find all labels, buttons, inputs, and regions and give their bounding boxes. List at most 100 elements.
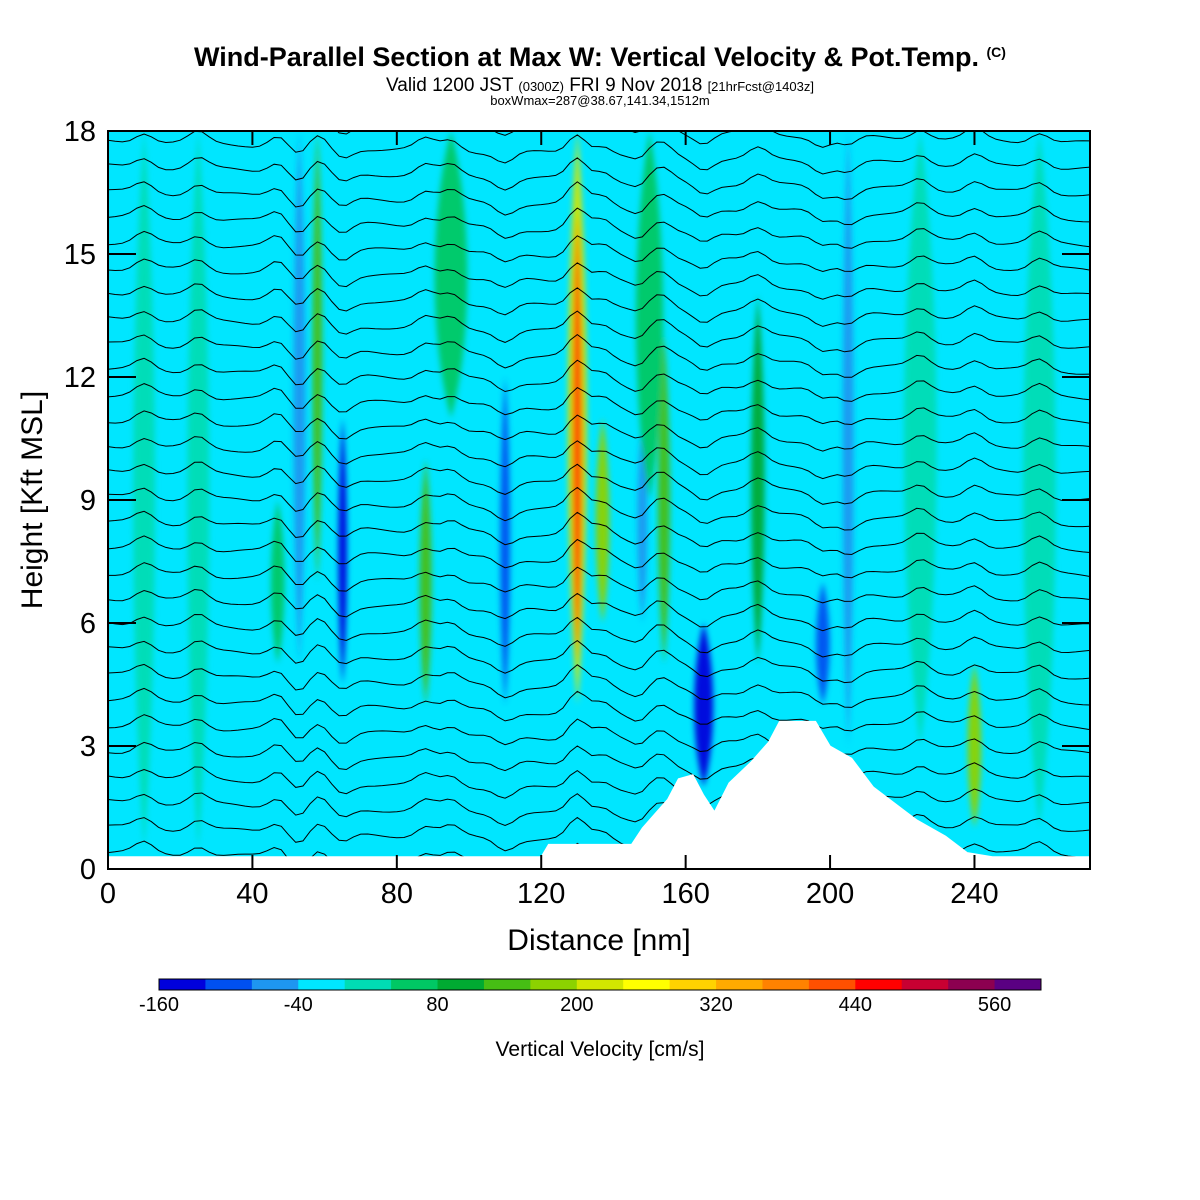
velocity-cell (595, 418, 610, 623)
colorbar-segment (669, 979, 717, 990)
isentrope-line (108, 283, 1090, 327)
colorbar-tick-label: -160 (138, 994, 180, 1016)
x-tick-label: 40 (236, 878, 268, 910)
chart-title: Wind-Parallel Section at Max W: Vertical… (0, 42, 1200, 73)
velocity-cell (572, 213, 583, 664)
isentrope-line (108, 204, 1090, 249)
colorbar-segment (344, 979, 392, 990)
velocity-cell (967, 664, 982, 828)
colorbar-tick-label: 440 (838, 994, 872, 1016)
colorbar-tick-label: 560 (977, 994, 1012, 1016)
plot-clip-group (108, 131, 1090, 869)
y-tick-label: 12 (64, 362, 96, 394)
valid-date: FRI 9 Nov 2018 (569, 75, 703, 96)
velocity-cell (293, 131, 306, 664)
isentrope-line (108, 639, 1090, 684)
colorbar-segment (205, 979, 253, 990)
isentrope-line (108, 333, 1090, 378)
velocity-cell (904, 131, 937, 746)
velocity-cell (419, 459, 432, 705)
utc-time: (0300Z) (518, 79, 564, 94)
y-tick-label: 9 (80, 485, 96, 517)
chart-subtitle: Valid 1200 JST (0300Z) FRI 9 Nov 2018 [2… (0, 75, 1200, 97)
isentrope-line (108, 230, 1090, 273)
isentrope-line (108, 613, 1090, 658)
y-tick-label: 3 (80, 731, 96, 763)
colorbar-frame (158, 978, 1042, 991)
colorbar-title: Vertical Velocity [cm/s] (495, 1038, 705, 1061)
isentrope-line (108, 741, 1090, 784)
velocity-cell (133, 131, 155, 849)
velocity-cell (338, 418, 348, 685)
isentrope-line (108, 714, 1090, 756)
isentrope-line (108, 309, 1090, 353)
velocity-cell (637, 418, 648, 623)
velocity-cell (751, 295, 765, 664)
isentrope-line (108, 510, 1090, 556)
isentrope-line (108, 663, 1090, 708)
isentrope-line (108, 383, 1090, 426)
isentrope-line (108, 588, 1090, 632)
isentrope-line (108, 687, 1090, 732)
x-tick-label: 200 (806, 878, 854, 910)
isentrope-line (108, 562, 1090, 604)
isentrope-line (108, 181, 1090, 226)
colorbar-segment (994, 979, 1042, 990)
forecast-info: [21hrFcst@1403z] (707, 79, 814, 94)
colorbar-tick-label: 80 (426, 994, 449, 1016)
isentrope-line (108, 157, 1090, 201)
isentrope-line (108, 766, 1090, 811)
y-tick-label: 18 (64, 116, 96, 148)
axes: 0 40 80 120 160 200 240 0 3 6 9 12 15 18 Distance [nm]… (16, 116, 1091, 957)
colorbar-segment (948, 979, 996, 990)
colorbar-segment (623, 979, 671, 990)
colorbar-segment (391, 979, 439, 990)
y-tick-label: 15 (64, 239, 96, 271)
isentrope-line (108, 131, 1090, 175)
colorbar-tick-label: 200 (560, 994, 594, 1016)
colorbar-segment (251, 979, 299, 990)
copyright-mark: (C) (986, 44, 1006, 60)
colorbar-segment (808, 979, 856, 990)
velocity-cell (842, 131, 854, 746)
isentrope-line (108, 410, 1090, 452)
isentrope-line (108, 357, 1090, 402)
velocity-cell (694, 623, 714, 787)
valid-time: Valid 1200 JST (386, 75, 514, 96)
isentrope-line (336, 131, 1090, 148)
velocity-cell (658, 336, 670, 664)
colorbar-segment (901, 979, 949, 990)
title-main: Wind-Parallel Section at Max W: Vertical… (194, 42, 979, 72)
isentrope-line (108, 486, 1090, 531)
colorbar-tick-label: 320 (699, 994, 733, 1016)
colorbar-segment (483, 979, 531, 990)
isentrope-group (108, 131, 1090, 869)
x-tick-label: 240 (950, 878, 998, 910)
plot-area (108, 131, 1090, 869)
terrain (108, 720, 1090, 869)
x-tick-label: 120 (517, 878, 565, 910)
velocity-cell (1023, 131, 1056, 828)
colorbar-segment (437, 979, 485, 990)
y-axis-label: Height [Kft MSL] (16, 391, 49, 609)
colorbar-tick-label: -40 (283, 994, 313, 1016)
x-tick-label: 0 (100, 878, 116, 910)
colorbar-segment (762, 979, 810, 990)
colorbar-segment (530, 979, 578, 990)
colorbar-segment (576, 979, 624, 990)
x-tick-label: 160 (661, 878, 709, 910)
y-tick-label: 0 (80, 854, 96, 886)
velocity-cell (816, 582, 830, 705)
isentrope-line (108, 461, 1090, 505)
isentrope-line (108, 535, 1090, 579)
x-tick-label: 80 (381, 878, 413, 910)
colorbar-segment (298, 979, 346, 990)
x-axis-label: Distance [nm] (507, 924, 690, 957)
colorbar-segment (716, 979, 763, 990)
isentrope-line (108, 258, 1090, 300)
colorbar-segment (855, 979, 903, 990)
box-info: boxWmax=287@38.67,141.34,1512m (490, 93, 710, 108)
colorbar-segment (159, 979, 206, 990)
velocity-cell (434, 131, 468, 418)
